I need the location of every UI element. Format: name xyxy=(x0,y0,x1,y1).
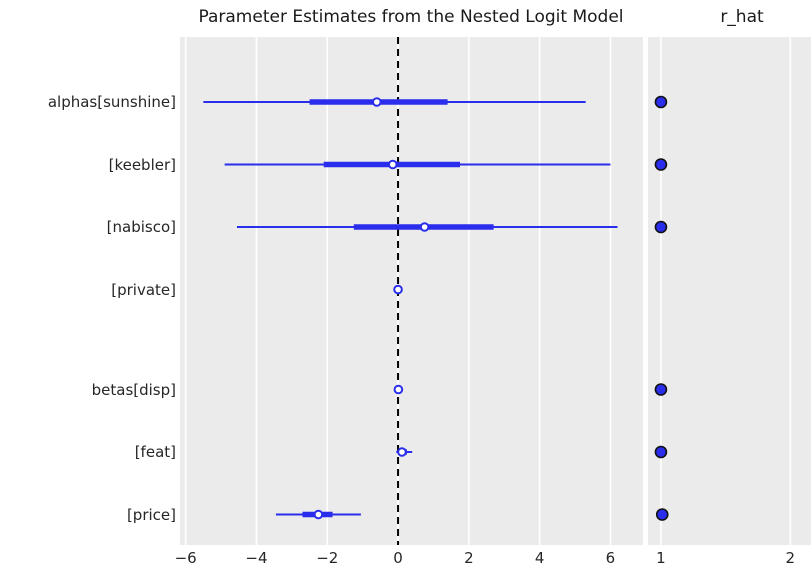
x-tick-label: 2 xyxy=(464,549,474,567)
rhat-dot xyxy=(654,220,668,234)
median-marker xyxy=(387,159,398,170)
rhat-dot xyxy=(654,445,668,459)
rhat-panel xyxy=(648,37,811,545)
x-tick-label: −4 xyxy=(245,549,268,567)
median-marker xyxy=(397,447,407,457)
median-marker xyxy=(372,97,382,107)
rhat-dot xyxy=(655,508,669,521)
x-tick-label: 2 xyxy=(785,549,796,567)
median-marker xyxy=(419,222,430,232)
row-label: [private] xyxy=(111,280,176,299)
row-label: betas[disp] xyxy=(91,380,176,399)
row-label: [feat] xyxy=(134,443,176,461)
rhat-dot xyxy=(654,158,668,171)
median-marker xyxy=(393,284,403,295)
rhat-dot xyxy=(654,383,668,396)
x-tick-label: 6 xyxy=(605,549,616,567)
row-label: [nabisco] xyxy=(106,218,176,236)
x-tick-label: −2 xyxy=(316,549,339,567)
plot-title: Parameter Estimates from the Nested Logi… xyxy=(198,7,624,27)
x-tick-label: −6 xyxy=(174,549,197,567)
rhat-title: r_hat xyxy=(720,7,764,27)
x-tick-label: 4 xyxy=(534,549,545,567)
row-label: alphas[sunshine] xyxy=(47,93,176,111)
median-marker xyxy=(393,384,404,395)
x-tick-label: 0 xyxy=(393,549,403,567)
x-tick-label: 1 xyxy=(656,549,666,567)
rhat-dot xyxy=(654,95,668,109)
row-label: [price] xyxy=(126,505,176,524)
row-label: [keebler] xyxy=(108,155,176,174)
median-marker xyxy=(313,509,324,520)
